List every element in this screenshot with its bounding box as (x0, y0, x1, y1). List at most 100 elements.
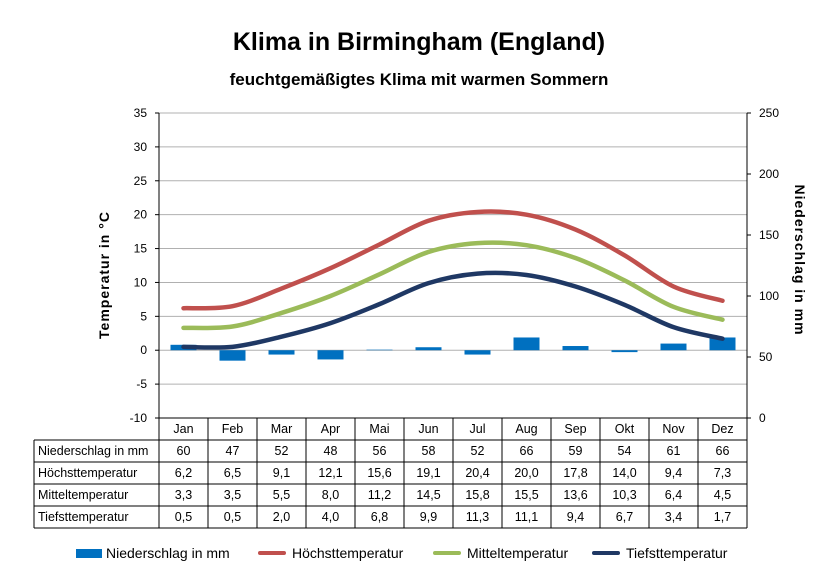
y-tick-left: -5 (136, 377, 147, 391)
y-tick-left: -10 (130, 411, 148, 425)
table-cell: 66 (520, 444, 534, 458)
bar-niederschlag (415, 347, 442, 351)
legend-swatch-mittel (433, 551, 461, 555)
legend-item-tiefst: Tiefsttemperatur (592, 545, 727, 561)
x-tick-label: Okt (615, 422, 635, 436)
bar-niederschlag (660, 343, 687, 351)
table-row-label: Höchsttemperatur (38, 466, 137, 480)
chart-title: Klima in Birmingham (England) (232, 28, 606, 56)
bar-niederschlag (611, 350, 638, 353)
table-cell: 15,6 (367, 466, 391, 480)
y-tick-left: 25 (134, 174, 148, 188)
x-tick-label: Jun (418, 422, 438, 436)
table-cell: 15,8 (465, 488, 489, 502)
x-tick-label: Dez (711, 422, 733, 436)
table-cell: 14,0 (612, 466, 636, 480)
y-tick-left: 35 (134, 106, 148, 120)
table-cell: 6,2 (175, 466, 192, 480)
x-tick-label: Feb (222, 422, 244, 436)
table-cell: 6,5 (224, 466, 241, 480)
x-tick-label: Apr (321, 422, 340, 436)
bar-niederschlag (513, 337, 540, 351)
legend: Niederschlag in mm Höchsttemperatur Mitt… (0, 545, 838, 565)
y-tick-right: 200 (759, 167, 779, 181)
table-cell: 9,4 (567, 510, 584, 524)
y-tick-right: 150 (759, 228, 779, 242)
table-cell: 0,5 (175, 510, 192, 524)
table-cell: 6,7 (616, 510, 633, 524)
table-cell: 11,1 (515, 510, 538, 524)
y-tick-right: 50 (759, 350, 773, 364)
bar-niederschlag (317, 350, 344, 360)
table-cell: 8,0 (322, 488, 339, 502)
y-tick-right: 250 (759, 106, 779, 120)
table-cell: 48 (324, 444, 338, 458)
x-tick-label: Jul (470, 422, 486, 436)
table-cell: 9,9 (420, 510, 437, 524)
table-cell: 60 (177, 444, 191, 458)
table-cell: 20,0 (514, 466, 538, 480)
y-tick-left: 10 (134, 275, 148, 289)
y-tick-right: 0 (759, 411, 766, 425)
legend-label-hoechst: Höchsttemperatur (292, 545, 404, 561)
table-cell: 47 (226, 444, 240, 458)
y-tick-left: 15 (134, 242, 148, 256)
x-tick-label: Sep (564, 422, 586, 436)
table-cell: 66 (716, 444, 730, 458)
legend-item-niederschlag: Niederschlag in mm (76, 545, 230, 561)
table-cell: 17,8 (563, 466, 587, 480)
legend-swatch-niederschlag (76, 548, 102, 558)
y-tick-left: 0 (140, 343, 147, 357)
table-cell: 9,4 (665, 466, 682, 480)
y-tick-left: 20 (134, 208, 148, 222)
table-cell: 3,4 (665, 510, 682, 524)
table-cell: 4,5 (714, 488, 731, 502)
bar-niederschlag (709, 337, 736, 351)
table-cell: 15,5 (514, 488, 538, 502)
legend-swatch-hoechst (258, 551, 286, 555)
bar-niederschlag (562, 346, 589, 351)
table-cell: 52 (275, 444, 289, 458)
table-cell: 11,2 (368, 488, 391, 502)
bar-niederschlag (268, 350, 295, 355)
table-cell: 59 (569, 444, 583, 458)
bar-niederschlag (464, 350, 491, 355)
line-mitteltemperatur (181, 240, 725, 331)
line-hoechsttemperatur (181, 209, 725, 311)
legend-label-mittel: Mitteltemperatur (467, 545, 569, 561)
table-cell: 5,5 (273, 488, 290, 502)
table-cell: 56 (373, 444, 387, 458)
legend-label-tiefst: Tiefsttemperatur (626, 545, 728, 561)
table-cell: 20,4 (465, 466, 489, 480)
table-cell: 14,5 (416, 488, 440, 502)
legend-label-niederschlag: Niederschlag in mm (106, 545, 230, 561)
table-cell: 4,0 (322, 510, 339, 524)
bar-niederschlag (366, 349, 393, 351)
x-tick-label: Mar (271, 422, 293, 436)
y-tick-left: 5 (140, 309, 147, 323)
table-cell: 58 (422, 444, 436, 458)
table-cell: 0,5 (224, 510, 241, 524)
y-tick-right: 100 (759, 289, 779, 303)
line-tiefsttemperatur (181, 270, 725, 350)
table-cell: 61 (667, 444, 681, 458)
table-row-label: Mitteltemperatur (38, 488, 128, 502)
table-cell: 3,5 (224, 488, 241, 502)
x-tick-label: Aug (515, 422, 537, 436)
x-tick-label: Nov (662, 422, 685, 436)
table-cell: 12,1 (318, 466, 342, 480)
table-cell: 2,0 (273, 510, 290, 524)
table-cell: 52 (471, 444, 485, 458)
table-cell: 7,3 (714, 466, 731, 480)
legend-item-hoechst: Höchsttemperatur (258, 545, 403, 561)
x-tick-label: Mai (369, 422, 389, 436)
table-cell: 3,3 (175, 488, 192, 502)
table-cell: 10,3 (612, 488, 636, 502)
chart-subtitle: feuchtgemäßigtes Klima mit warmen Sommer… (229, 70, 609, 89)
table-cell: 1,7 (714, 510, 731, 524)
x-tick-label: Jan (173, 422, 193, 436)
table-cell: 9,1 (273, 466, 290, 480)
legend-swatch-tiefst (592, 551, 620, 555)
table-cell: 19,1 (416, 466, 440, 480)
